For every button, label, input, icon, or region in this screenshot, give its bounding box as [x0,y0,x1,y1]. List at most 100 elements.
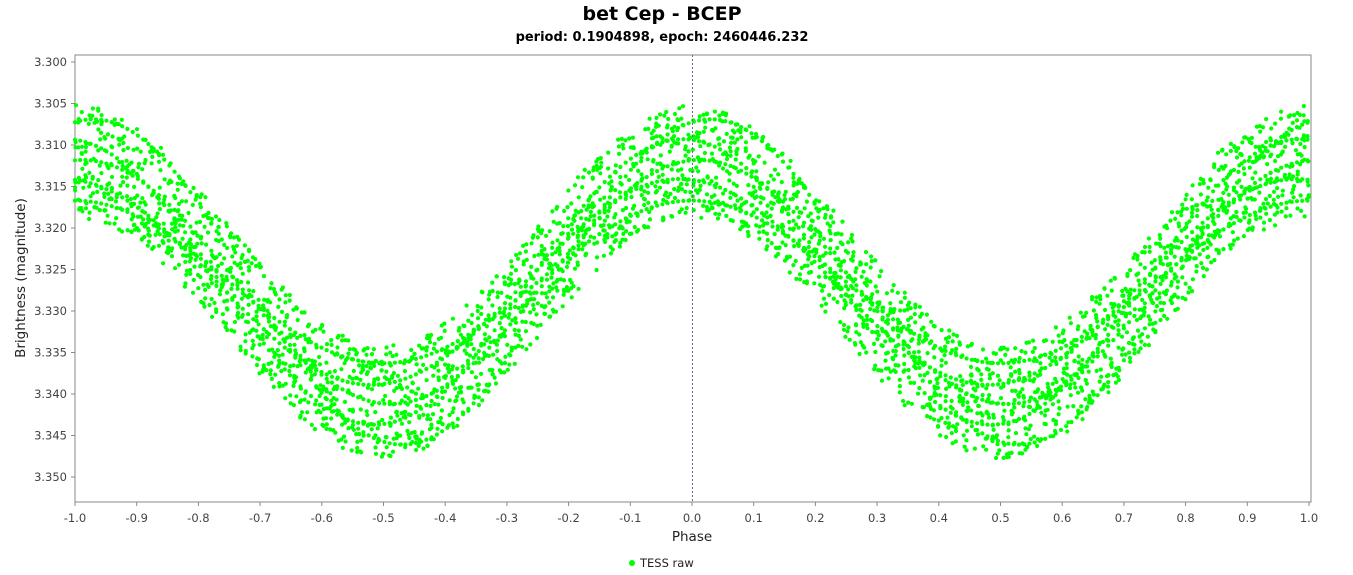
data-point [639,155,644,160]
data-point [792,244,797,249]
data-point [1268,143,1273,148]
data-point [232,260,237,265]
data-point [1288,213,1293,218]
data-point [665,201,670,206]
data-point [746,183,751,188]
data-point [509,264,515,269]
data-point [125,126,130,131]
data-point [110,134,115,139]
data-point [565,205,570,210]
data-point [761,229,766,234]
data-point [998,358,1004,363]
data-point [702,150,708,156]
data-point [298,333,303,338]
data-point [831,208,836,213]
data-point [649,136,655,141]
data-point [183,244,188,249]
data-point [1090,328,1095,333]
data-point [497,368,502,373]
data-point [749,174,754,179]
data-point [154,215,159,220]
data-point [1106,317,1111,322]
data-point [809,235,814,240]
data-point [416,386,421,391]
data-point [642,197,648,202]
data-point [1085,331,1090,336]
x-tick-label: -0.3 [496,511,518,525]
data-point [609,187,614,192]
data-point [1195,225,1200,230]
data-point [1153,309,1158,314]
data-point [1067,315,1072,320]
x-tick-label: -0.2 [557,511,579,525]
data-point [733,193,738,198]
data-point [854,288,859,293]
data-point [549,263,554,268]
data-point [1212,258,1217,263]
data-point [857,351,862,357]
data-point [392,388,397,393]
data-point [464,303,469,308]
data-point [155,211,160,216]
data-point [1252,159,1258,164]
data-point [146,216,151,222]
data-point [990,422,995,427]
data-point [917,355,922,360]
data-point [1054,379,1059,385]
data-point [1011,418,1016,424]
data-point [912,331,917,336]
data-point [524,347,529,352]
data-point [199,192,204,197]
data-point [308,340,314,345]
data-point [394,431,399,436]
data-point [503,354,508,359]
data-point [438,415,443,421]
data-point [1177,224,1182,229]
data-point [647,116,652,121]
data-point [456,328,461,333]
data-point [471,355,476,360]
data-point [198,274,203,280]
data-point [891,317,896,322]
data-point [1221,247,1226,252]
data-point [466,406,471,411]
data-point [1273,223,1278,228]
data-point [943,348,948,353]
data-point [1064,366,1069,371]
data-point [445,382,450,387]
data-point [613,238,619,243]
data-point [790,196,796,201]
data-point [880,309,885,314]
data-point [1279,201,1284,206]
data-point [1153,279,1158,284]
x-tick-label: -0.7 [249,511,271,525]
data-point [335,408,340,413]
data-point [198,263,203,268]
data-point [791,263,796,268]
data-point [417,414,422,419]
data-point [1279,178,1284,183]
data-point [762,160,767,165]
data-point [213,214,219,219]
data-point [1048,397,1053,402]
data-point [712,159,717,164]
data-point [183,281,188,286]
data-point [225,245,230,251]
data-point [539,276,544,281]
data-point [214,283,219,288]
data-point [728,163,733,169]
data-point [518,337,523,342]
data-point [858,302,863,307]
data-point [253,257,258,262]
data-point [902,295,908,300]
data-point [1243,210,1248,215]
data-point [646,126,651,131]
data-point [744,166,749,171]
data-point [1102,382,1107,387]
data-point [602,179,607,185]
data-point [83,149,88,154]
data-point [817,265,822,270]
data-point [1028,437,1033,442]
data-point [1042,413,1048,418]
data-point [959,354,964,359]
